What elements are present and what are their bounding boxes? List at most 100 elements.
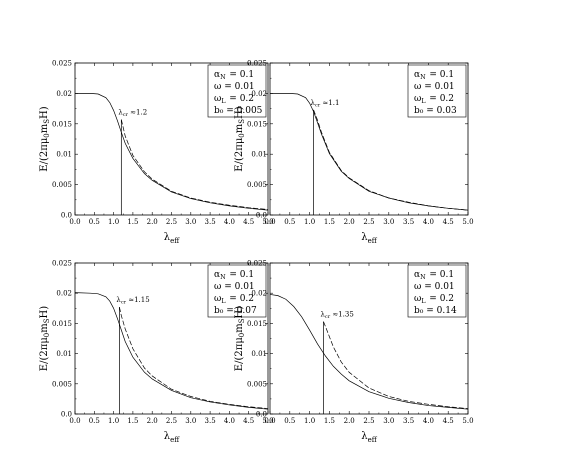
- panel-4: 0.0 0.5 1.0 1.5 2.0 2.5 3.0 3.5 4.0 4.5 5.00.00.00…: [234, 260, 474, 445]
- parameter-box: [207, 264, 267, 318]
- x-tick-label: 2.0: [344, 218, 355, 226]
- y-tick-label: 0.02: [251, 90, 267, 98]
- x-tick-label: 2.5: [363, 417, 374, 425]
- series-line-dashed: [119, 307, 269, 409]
- parameter-text: ωL = 0.2: [214, 294, 254, 305]
- x-tick-label: 4.0: [224, 218, 235, 226]
- x-tick-label: 0.5: [89, 218, 100, 226]
- parameter-box: [407, 264, 467, 318]
- x-tick-label: 3.5: [403, 417, 414, 425]
- x-tick-label: 2.0: [344, 417, 355, 425]
- x-tick-label: 4.0: [423, 218, 434, 226]
- x-tick-label: 2.5: [166, 417, 177, 425]
- y-tick-label: 0.025: [247, 260, 267, 268]
- x-tick-label: 0.5: [284, 218, 295, 226]
- y-tick-label: 0.0: [61, 212, 72, 220]
- parameter-box: [207, 64, 267, 118]
- x-tick-label: 4.5: [243, 417, 254, 425]
- y-tick-label: 0.0: [256, 411, 267, 419]
- critical-lambda-annotation: λcr ≈1.35: [320, 311, 353, 321]
- y-tick-label: 0.025: [247, 60, 267, 68]
- series-line-dashed: [120, 119, 269, 210]
- x-tick-label: 0.0: [69, 218, 80, 226]
- x-tick-label: 2.5: [166, 218, 177, 226]
- parameter-text: ωL = 0.2: [214, 94, 254, 105]
- x-tick-label: 1.5: [324, 218, 335, 226]
- y-axis-label: E/(2πμ0mSH): [39, 306, 51, 371]
- y-tick-label: 0.015: [52, 120, 72, 128]
- y-tick-label: 0.015: [52, 320, 72, 328]
- x-tick-label: 1.0: [108, 417, 119, 425]
- x-tick-label: 1.0: [304, 417, 315, 425]
- critical-lambda-annotation: λcr ≈1.15: [116, 296, 149, 306]
- parameter-text: b₀ = 0.14: [414, 306, 457, 316]
- series-line-dashed: [313, 109, 469, 211]
- parameter-text: ω = 0.01: [214, 82, 255, 92]
- parameter-text: ωL = 0.2: [414, 94, 454, 105]
- x-tick-label: 1.5: [127, 218, 138, 226]
- x-tick-label: 4.5: [243, 218, 254, 226]
- x-tick-label: 3.5: [403, 218, 414, 226]
- x-axis-label: λeff: [164, 431, 180, 444]
- y-tick-label: 0.015: [247, 120, 267, 128]
- y-tick-label: 0.005: [247, 380, 267, 388]
- x-axis-label: λeff: [361, 431, 377, 444]
- y-axis-label: E/(2πμ0mSH): [234, 306, 246, 371]
- critical-lambda-annotation: λcr ≈1.1: [311, 99, 340, 109]
- y-tick-label: 0.02: [56, 290, 72, 298]
- panel-2: 0.0 0.5 1.0 1.5 2.0 2.5 3.0 3.5 4.0 4.5 5.00.00.00…: [234, 60, 474, 246]
- x-tick-label: 4.0: [423, 417, 434, 425]
- x-tick-label: 2.0: [147, 417, 158, 425]
- parameter-box: [407, 64, 467, 118]
- panel-3: 0.0 0.5 1.0 1.5 2.0 2.5 3.0 3.5 4.0 4.5 5.00.00.00…: [39, 260, 274, 445]
- x-tick-label: 1.5: [324, 417, 335, 425]
- x-axis-label: λeff: [361, 232, 377, 245]
- y-tick-label: 0.005: [247, 181, 267, 189]
- parameter-text: b₀ = 0.07: [214, 306, 257, 316]
- x-tick-label: 4.0: [224, 417, 235, 425]
- parameter-text: ωL = 0.2: [414, 294, 454, 305]
- parameter-text: ω = 0.01: [414, 282, 455, 292]
- x-tick-label: 5.0: [462, 417, 473, 425]
- x-tick-label: 5.0: [262, 218, 273, 226]
- x-tick-label: 5.0: [262, 417, 273, 425]
- panel-1: 0.0 0.5 1.0 1.5 2.0 2.5 3.0 3.5 4.0 4.5 5.00.00.00…: [39, 60, 274, 246]
- parameter-text: ω = 0.01: [214, 282, 255, 292]
- series-line-solid: [74, 292, 269, 410]
- y-tick-label: 0.025: [52, 60, 72, 68]
- series-line-dashed: [323, 321, 469, 409]
- x-tick-label: 3.5: [205, 218, 216, 226]
- x-tick-label: 3.0: [383, 218, 394, 226]
- x-tick-label: 3.5: [205, 417, 216, 425]
- x-tick-label: 1.5: [127, 417, 138, 425]
- parameter-text: ω = 0.01: [414, 82, 455, 92]
- x-tick-label: 0.0: [69, 417, 80, 425]
- x-tick-label: 0.5: [89, 417, 100, 425]
- x-tick-label: 2.5: [363, 218, 374, 226]
- parameter-text: αN = 0.1: [214, 70, 254, 81]
- parameter-text: αN = 0.1: [414, 70, 454, 81]
- series-line-solid: [270, 93, 469, 211]
- critical-lambda-annotation: λcr ≈1.2: [118, 109, 147, 119]
- y-tick-label: 0.025: [52, 260, 72, 268]
- y-tick-label: 0.01: [56, 151, 72, 159]
- x-tick-label: 1.0: [108, 218, 119, 226]
- y-tick-label: 0.015: [247, 320, 267, 328]
- x-tick-label: 4.5: [443, 218, 454, 226]
- y-tick-label: 0.005: [52, 380, 72, 388]
- x-tick-label: 3.0: [185, 218, 196, 226]
- y-tick-label: 0.01: [56, 350, 72, 358]
- y-axis-label: E/(2πμ0mSH): [39, 106, 51, 171]
- series-line-solid: [75, 93, 269, 211]
- x-tick-label: 0.5: [284, 417, 295, 425]
- y-tick-label: 0.005: [52, 181, 72, 189]
- y-axis-label: E/(2πμ0mSH): [234, 106, 246, 171]
- x-tick-label: 0.0: [264, 218, 275, 226]
- x-tick-label: 2.0: [147, 218, 158, 226]
- x-tick-label: 1.0: [304, 218, 315, 226]
- parameter-text: b₀ = 0.005: [214, 106, 263, 116]
- y-tick-label: 0.0: [61, 411, 72, 419]
- parameter-text: b₀ = 0.03: [414, 106, 457, 116]
- series-line-solid: [269, 294, 469, 410]
- x-tick-label: 5.0: [462, 218, 473, 226]
